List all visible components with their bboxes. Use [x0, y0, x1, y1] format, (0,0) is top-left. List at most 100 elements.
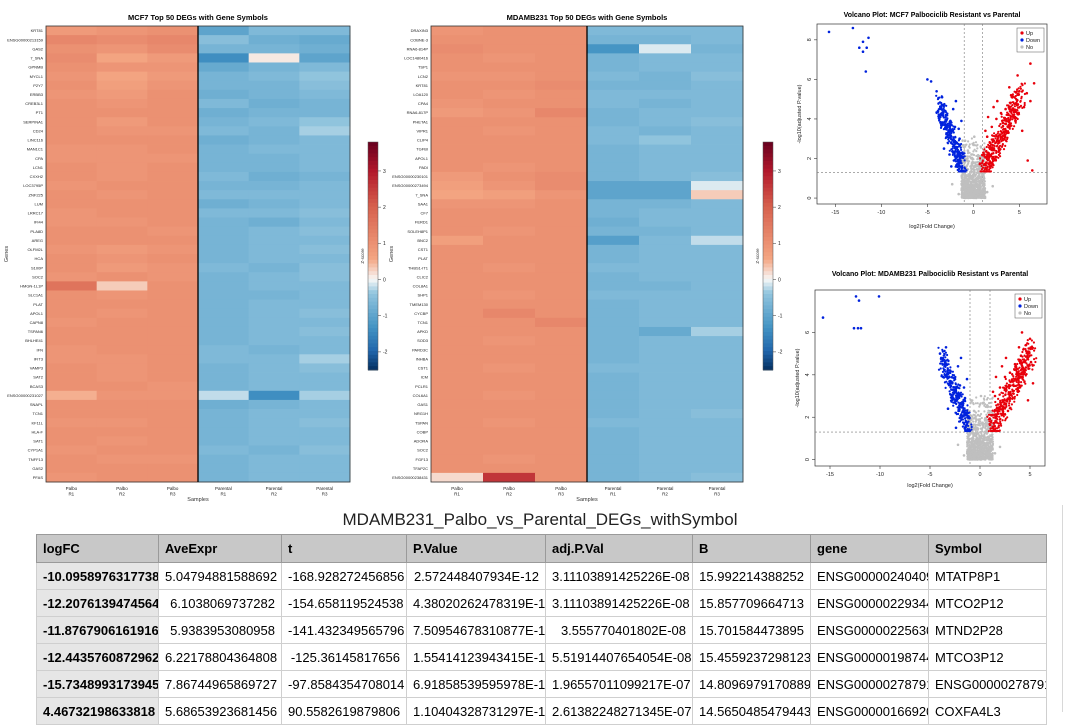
heatmap-cell	[535, 445, 588, 456]
table-row[interactable]: -10.0958976317738 5.04794881588692 -168.92…	[36, 562, 1047, 590]
table-cell[interactable]: MTATP8P1	[928, 562, 1047, 590]
heatmap-cell	[46, 354, 98, 364]
table-cell[interactable]: 5.68653923681456	[158, 697, 282, 725]
table-cell[interactable]: MTCO3P12	[928, 643, 1047, 671]
up-point	[1005, 118, 1008, 121]
table-cell[interactable]: 3.11103891425226E-08	[545, 589, 693, 617]
no-point	[970, 180, 974, 183]
heatmap-cell	[147, 53, 199, 63]
table-cell[interactable]: -10.0958976317738	[36, 562, 159, 590]
no-point	[980, 416, 983, 420]
table-cell[interactable]: -141.432349565796	[281, 616, 407, 644]
down-point	[952, 131, 955, 134]
column-header-p-value[interactable]: P.Value	[406, 534, 546, 563]
heatmap-cell	[96, 308, 148, 319]
scrollbar-track[interactable]	[1062, 505, 1063, 712]
table-cell[interactable]: -154.658119524538	[281, 589, 407, 617]
table-row[interactable]: -11.8767906161916 5.9383953080958 -141.432…	[36, 616, 1047, 644]
table-row[interactable]: -12.4435760872962 6.22178804364808 -125.36…	[36, 643, 1047, 671]
table-cell[interactable]: -12.4435760872962	[36, 643, 159, 671]
table-cell[interactable]: 15.992214388252	[692, 562, 811, 590]
heatmap-cell	[691, 71, 744, 82]
table-row[interactable]: -12.2076139474564 6.1038069737282 -154.658…	[36, 589, 1047, 617]
heatmap-cell	[639, 436, 692, 446]
table-cell[interactable]: ENSG00000240409	[810, 562, 929, 590]
column-header-b[interactable]: B	[692, 534, 811, 563]
table-cell[interactable]: ENSG00000278791	[810, 670, 929, 698]
table-row[interactable]: 4.46732198633818 5.68653923681456 90.55826…	[36, 697, 1047, 725]
heatmap-cell	[147, 71, 199, 82]
down-point	[963, 413, 966, 416]
table-cell[interactable]: 4.46732198633818	[36, 697, 159, 725]
table-cell[interactable]: 1.96557011099217E-07	[545, 670, 693, 698]
table-cell[interactable]: -168.928272456856	[281, 562, 407, 590]
heatmap-cell	[431, 381, 484, 392]
row-label: CYP1A1	[28, 448, 44, 453]
column-header-gene[interactable]: gene	[810, 534, 929, 563]
table-cell[interactable]: ENSG00000229344	[810, 589, 929, 617]
table-cell[interactable]: ENSG00000166920	[810, 697, 929, 725]
table-cell[interactable]: 6.22178804364808	[158, 643, 282, 671]
column-header-adj-p-val[interactable]: adj.P.Val	[545, 534, 693, 563]
up-point	[1023, 103, 1026, 107]
up-point	[1033, 349, 1036, 352]
column-header-aveexpr[interactable]: AveExpr	[158, 534, 282, 563]
table-cell[interactable]: 5.51914407654054E-08	[545, 643, 693, 671]
table-cell[interactable]: -97.8584354708014	[281, 670, 407, 698]
table-cell[interactable]: 1.55414123943415E-11	[406, 643, 546, 671]
no-series-point	[972, 186, 975, 190]
up-point	[991, 425, 994, 428]
table-cell[interactable]: COXFA4L3	[928, 697, 1047, 725]
table-cell[interactable]: -12.2076139474564	[36, 589, 159, 617]
colorbar-segment	[368, 206, 378, 211]
table-cell[interactable]: ENSG00000225630	[810, 616, 929, 644]
down-point	[962, 400, 966, 403]
heatmap-cell	[147, 35, 199, 45]
heatmap-cell	[198, 35, 250, 45]
table-cell[interactable]: 15.857709664713	[692, 589, 811, 617]
up-point	[1020, 90, 1024, 93]
table-cell[interactable]: 1.10404328731297E-10	[406, 697, 546, 725]
table-cell[interactable]: 15.701584473895	[692, 616, 811, 644]
table-cell[interactable]: 6.1038069737282	[158, 589, 282, 617]
table-row[interactable]: -15.7348993173945 7.86744965869727 -97.858…	[36, 670, 1047, 698]
heatmap-cell	[299, 126, 351, 136]
table-cell[interactable]: 15.4559237298123	[692, 643, 811, 671]
table-cell[interactable]: 2.61382248271345E-07	[545, 697, 693, 725]
heatmap-cell	[431, 290, 484, 300]
table-cell[interactable]: MTND2P28	[928, 616, 1047, 644]
table-cell[interactable]: ENSG00000278791	[928, 670, 1047, 698]
row-label: CF7	[420, 211, 428, 216]
column-header-t[interactable]: t	[281, 534, 407, 563]
table-cell[interactable]: 5.9383953080958	[158, 616, 282, 644]
table-cell[interactable]: 14.8096979170889	[692, 670, 811, 698]
table-cell[interactable]: 5.04794881588692	[158, 562, 282, 590]
heatmap-cell	[248, 190, 300, 200]
heatmap-cell	[198, 199, 250, 209]
table-cell[interactable]: -15.7348993173945	[36, 670, 159, 698]
heatmap-cell	[535, 399, 588, 410]
table-cell[interactable]: 14.5650485479443	[692, 697, 811, 725]
table-cell[interactable]: 4.38020262478319E-12	[406, 589, 546, 617]
table-cell[interactable]: 3.11103891425226E-08	[545, 562, 693, 590]
up-point	[997, 422, 1000, 425]
column-header-symbol[interactable]: Symbol	[928, 534, 1047, 563]
up-series-point	[1010, 379, 1014, 383]
table-cell[interactable]: 6.91858539595978E-11	[406, 670, 546, 698]
table-cell[interactable]: 7.50954678310877E-12	[406, 616, 546, 644]
table-cell[interactable]: 3.555770401802E-08	[545, 616, 693, 644]
heatmap-cell	[299, 290, 351, 300]
heatmap-cell	[587, 326, 640, 337]
table-cell[interactable]: 2.572448407934E-12	[406, 562, 546, 590]
row-label: PHETA1	[413, 119, 429, 124]
table-cell[interactable]: -125.36145817656	[281, 643, 407, 671]
table-cell[interactable]: ENSG00000198744	[810, 643, 929, 671]
table-cell[interactable]: -11.8767906161916	[36, 616, 159, 644]
table-cell[interactable]: 7.86744965869727	[158, 670, 282, 698]
row-label: 7_SNA	[415, 192, 428, 197]
table-cell[interactable]: 90.5582619879806	[281, 697, 407, 725]
column-header-logfc[interactable]: logFC	[36, 534, 159, 563]
table-cell[interactable]: MTCO2P12	[928, 589, 1047, 617]
